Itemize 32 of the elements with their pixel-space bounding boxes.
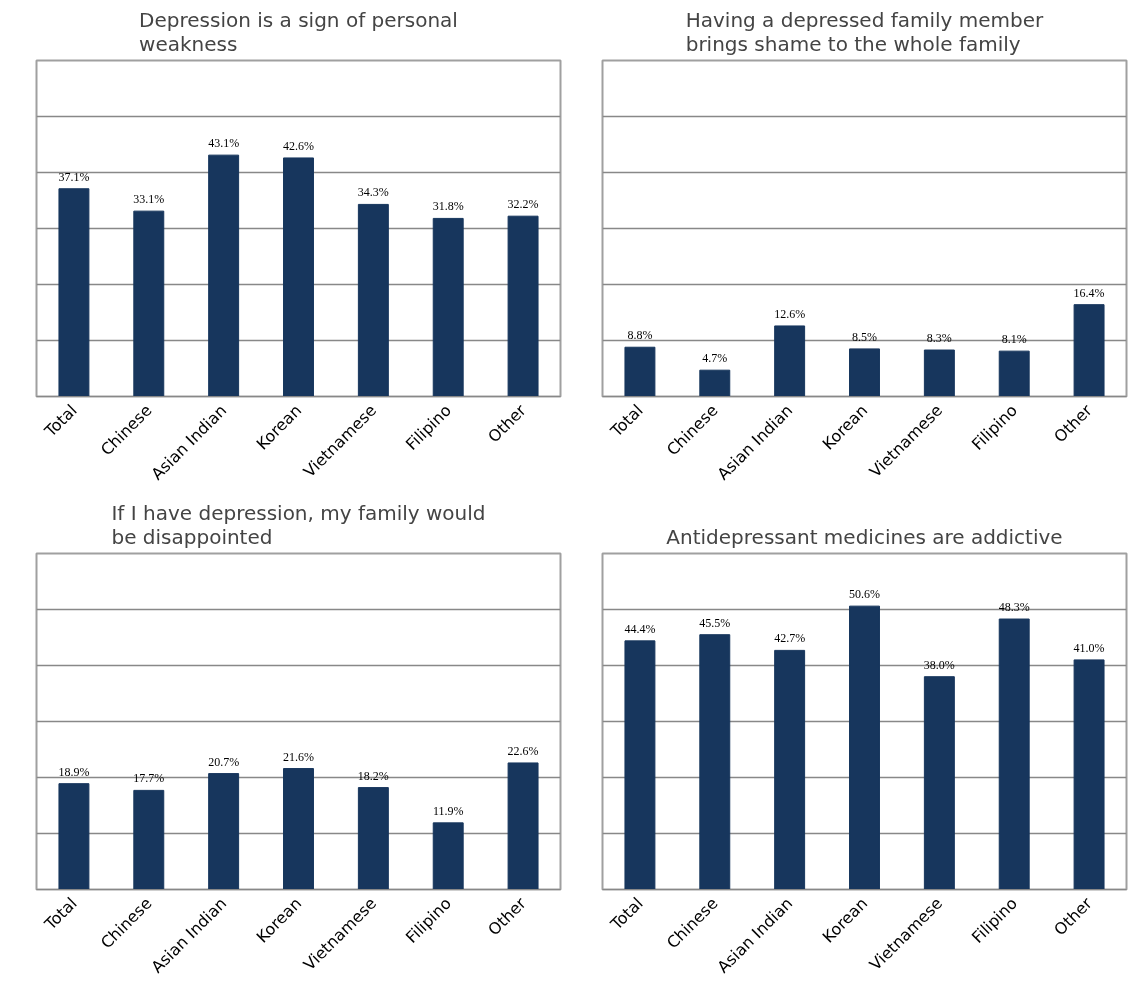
data-label: 8.1%	[1001, 332, 1027, 347]
data-label: 18.2%	[357, 768, 389, 783]
data-label: 38.0%	[923, 657, 955, 672]
data-label: 12.6%	[774, 306, 806, 321]
data-label: 41.0%	[1073, 640, 1105, 655]
data-label: 17.7%	[133, 771, 165, 786]
data-label: 43.1%	[208, 136, 240, 151]
data-label: 42.6%	[283, 138, 314, 153]
data-label: 8.3%	[926, 331, 952, 346]
chart-title: Antidepressant medicines are addictive	[666, 524, 1063, 549]
data-label: 4.7%	[702, 351, 728, 366]
data-label: 37.1%	[58, 169, 90, 184]
data-label: 22.6%	[507, 743, 539, 758]
data-label: 48.3%	[998, 600, 1030, 615]
data-label: 44.4%	[624, 621, 656, 636]
chart-title: Depression is a sign of personal weakness	[139, 7, 458, 56]
data-label: 21.6%	[283, 749, 314, 764]
data-label: 42.7%	[774, 631, 806, 646]
data-label: 8.5%	[852, 329, 877, 344]
data-label: 16.4%	[1073, 285, 1105, 300]
data-label: 50.6%	[849, 587, 880, 602]
chart-title: If I have depression, my family would be disappointed	[111, 500, 486, 549]
data-label: 34.3%	[357, 185, 389, 200]
data-label: 31.8%	[432, 199, 464, 214]
data-label: 8.8%	[627, 328, 653, 343]
chart-title: Having a depressed family member brings shame to the whole family	[685, 7, 1045, 56]
data-label: 11.9%	[432, 803, 464, 818]
data-label: 45.5%	[699, 615, 731, 630]
data-label: 20.7%	[208, 754, 240, 769]
data-label: 33.1%	[133, 192, 165, 207]
data-label: 18.9%	[58, 764, 90, 779]
data-label: 32.2%	[507, 197, 539, 212]
